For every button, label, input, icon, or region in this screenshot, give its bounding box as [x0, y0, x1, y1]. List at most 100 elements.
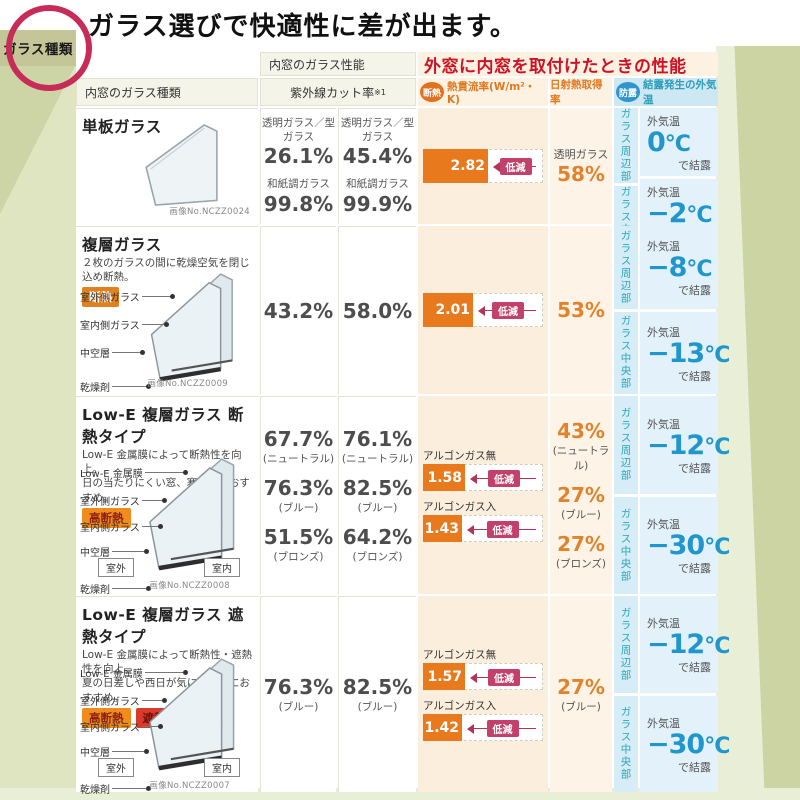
part-label: 室内側ガラス	[80, 719, 163, 734]
heat-bar: 1.58 低減	[423, 464, 543, 491]
uv-value-group: 透明ガラス／型ガラス 45.4%	[340, 117, 415, 169]
row4-temperature-cell: 外気温 −12°C で結露 外気温 −30°C で結露	[640, 596, 730, 792]
reduce-arrow: 低減	[470, 668, 536, 686]
outdoor-box: 室外	[98, 758, 134, 777]
row2-uv-b-cell: 58.0%	[338, 226, 416, 394]
glass-comparison-table: 内窓のガラス性能 外窓に内窓を取付けたときの性能 内窓のガラス種類 紫外線カット…	[76, 52, 730, 796]
part-label: 中空層	[80, 544, 149, 559]
high-insulation-badge: 高断熱	[82, 507, 131, 528]
part-label: 室外側ガラス	[80, 693, 167, 708]
reduce-arrow: 低減	[467, 520, 536, 538]
row2-glass-type-cell: 複層ガラス ２枚のガラスの間に乾燥空気を閉じ込め断熱。 断熱 室外側ガラス 室内…	[76, 226, 258, 394]
uv-footnote-mark: ※1	[374, 87, 386, 97]
row2-solar-cell: 53%	[550, 226, 612, 394]
row2-temperature-cell: 外気温 −8°C で結露 外気温 −13°C で結露	[640, 226, 730, 394]
row4-zone-labels: ガラス周辺部 ガラス中央部	[614, 596, 638, 792]
row4-uv-a-cell: 76.3% (ブルー)	[260, 596, 336, 792]
row1-solar-cell: 透明ガラス 58%	[550, 108, 612, 224]
solar-value-group: 透明ガラス 58%	[553, 148, 609, 186]
part-label: 乾燥剤	[80, 379, 151, 394]
uv-value-group: 透明ガラス／型ガラス 26.1%	[261, 117, 336, 169]
row2-uv-a-cell: 43.2%	[260, 226, 336, 394]
row3-solar-cell: 43% (ニュートラル) 27% (ブルー) 27% (ブロンズ)	[550, 396, 612, 594]
heat-bar: 1.42 低減	[423, 714, 543, 741]
header-glass-type: 内窓のガラス種類	[76, 78, 258, 106]
part-label: 室内側ガラス	[80, 519, 163, 534]
indoor-box: 室内	[204, 558, 240, 577]
table-row: 複層ガラス ２枚のガラスの間に乾燥空気を閉じ込め断熱。 断熱 室外側ガラス 室内…	[76, 226, 730, 394]
lowe-pane-diagram	[149, 658, 235, 771]
center-temp: 外気温 −30°C で結露	[640, 496, 730, 594]
double-pane-diagram	[150, 273, 233, 382]
reduce-arrow: 低減	[478, 302, 536, 319]
outdoor-box: 室外	[98, 558, 134, 577]
reduce-arrow: 低減	[467, 719, 536, 737]
row1-uv-a-cell: 透明ガラス／型ガラス 26.1% 和紙調ガラス 99.8%	[260, 108, 336, 224]
center-temp: 外気温 −30°C で結露	[640, 695, 730, 792]
part-label: 室外側ガラス	[80, 289, 175, 304]
edge-temp: 外気温 −12°C で結露	[640, 596, 730, 693]
reduce-arrow: 低減	[470, 469, 536, 487]
reduce-arrow: 低減	[493, 158, 536, 175]
row3-uv-b-cell: 76.1% (ニュートラル) 82.5% (ブルー) 64.2% (ブロンズ)	[338, 396, 416, 594]
part-label: Low-E 金属膜	[80, 465, 188, 480]
row3-temperature-cell: 外気温 −12°C で結露 外気温 −30°C で結露	[640, 396, 730, 594]
insulation-badge: 断熱	[420, 82, 444, 102]
single-pane-diagram	[145, 124, 218, 206]
row3-glass-type-cell: Low-E 複層ガラス 断熱タイプ Low-E 金属膜によって断熱性を向上。 日の…	[76, 396, 258, 596]
reduce-badge: 低減	[499, 158, 532, 175]
part-label: 中空層	[80, 744, 149, 759]
uv-value-group: 和紙調ガラス 99.9%	[342, 178, 413, 216]
heat-bar: 2.82 低減	[423, 149, 543, 183]
part-label: 乾燥剤	[80, 781, 151, 796]
row3-uv-a-cell: 67.7% (ニュートラル) 76.3% (ブルー) 51.5% (ブロンズ)	[260, 396, 336, 594]
header-condensation: 防露 結露発生の外気温	[614, 78, 718, 106]
table-row: 単板ガラス 画像No.NCZZ0024 透明ガラス／型ガラス 26.1% 和紙調…	[76, 108, 718, 261]
part-label: 乾燥剤	[80, 581, 151, 596]
row1-glass-type-cell: 単板ガラス 画像No.NCZZ0024	[76, 108, 258, 224]
header-row-groups: 内窓のガラス性能 外窓に内窓を取付けたときの性能	[76, 52, 718, 77]
row3-zone-labels: ガラス周辺部 ガラス中央部	[614, 396, 638, 594]
heat-bar: 1.43 低減	[423, 515, 543, 542]
glass-edge-label: ガラス周辺部	[614, 108, 638, 183]
row1-uv-b-cell: 透明ガラス／型ガラス 45.4% 和紙調ガラス 99.9%	[338, 108, 416, 224]
part-label: 中空層	[80, 345, 145, 360]
row2-image-caption: 画像No.NCZZ0009	[147, 379, 228, 389]
row1-temperature-cell: 外気温 0°C で結露 外気温 −2°C で結露	[640, 108, 718, 248]
row4-uv-b-cell: 82.5% (ブルー)	[338, 596, 416, 792]
table-row: Low-E 複層ガラス 断熱タイプ Low-E 金属膜によって断熱性を向上。 日の…	[76, 396, 730, 596]
row3-heat-cell: アルゴンガス無 1.58 低減 アルゴンガス入 1.43 低減	[418, 396, 548, 594]
heat-bar: 1.57 低減	[423, 663, 543, 690]
edge-temp: 外気温 0°C で結露	[640, 108, 718, 177]
part-label: 室内側ガラス	[80, 317, 169, 332]
row1-zone-labels: ガラス周辺部 ガラス中央部	[614, 108, 638, 261]
header-solar-gain: 日射熱取得率	[550, 78, 612, 106]
header-outer-performance: 外窓に内窓を取付けたときの性能	[418, 52, 718, 77]
table-row: Low-E 複層ガラス 遮熱タイプ Low-E 金属膜によって断熱性・遮熱性を向…	[76, 596, 730, 796]
highlight-circle	[6, 5, 92, 91]
part-label: Low-E 金属膜	[80, 665, 188, 680]
lowe-pane-diagram	[149, 458, 235, 571]
heat-bar: 2.01 低減	[423, 293, 543, 327]
row4-glass-type-cell: Low-E 複層ガラス 遮熱タイプ Low-E 金属膜によって断熱性・遮熱性を向…	[76, 596, 258, 796]
heat-bar-fill: 2.82	[423, 149, 488, 183]
header-heat-transmittance: 断熱 熱貫流率(W/m²・K)	[418, 78, 548, 106]
edge-temp: 外気温 −8°C で結露	[640, 226, 718, 309]
uv-value-group: 和紙調ガラス 99.8%	[263, 178, 334, 216]
insulation-badge: 断熱	[82, 287, 119, 308]
row1-glass-name: 単板ガラス	[82, 118, 162, 136]
center-temp: 外気温 −13°C で結露	[640, 311, 730, 394]
page-title: ガラス選びで快適性に差が出ます。	[88, 12, 517, 42]
high-insulation-badge: 高断熱	[82, 707, 131, 728]
edge-temp: 外気温 −12°C で結露	[640, 396, 730, 494]
row4-heat-cell: アルゴンガス無 1.57 低減 アルゴンガス入 1.42 低減	[418, 596, 548, 792]
row3-image-caption: 画像No.NCZZ0008	[149, 581, 230, 591]
row2-heat-cell: 2.01 低減	[418, 226, 548, 394]
header-spacer	[76, 52, 258, 76]
indoor-box: 室内	[204, 758, 240, 777]
row4-solar-cell: 27% (ブルー)	[550, 596, 612, 792]
row2-zone-labels: ガラス周辺部 ガラス中央部	[614, 226, 638, 394]
part-label: 室外側ガラス	[80, 493, 167, 508]
anti-condensation-badge: 防露	[616, 82, 640, 102]
header-inner-performance: 内窓のガラス性能	[260, 52, 416, 76]
